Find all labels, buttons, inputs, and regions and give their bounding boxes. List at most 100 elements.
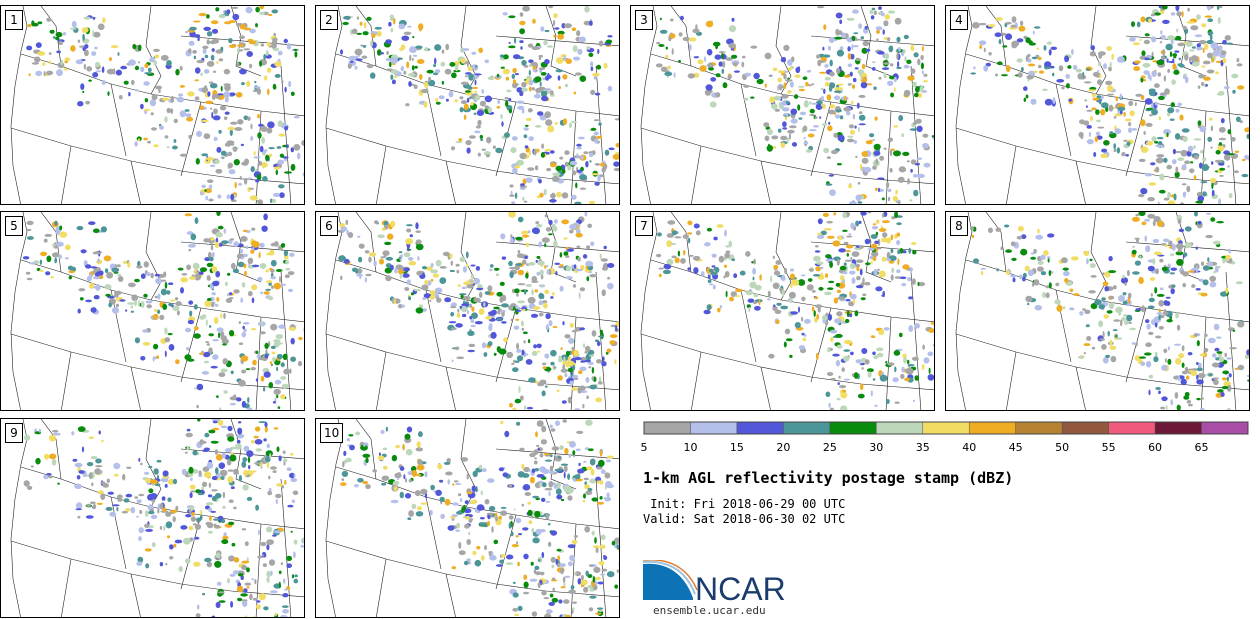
echo-cell	[900, 373, 905, 379]
echo-cell	[134, 141, 138, 147]
echo-cell	[1069, 307, 1075, 311]
echo-cell	[1199, 353, 1206, 357]
echo-cell	[1100, 153, 1108, 158]
echo-cell	[843, 339, 852, 345]
echo-cell	[782, 127, 788, 130]
echo-cell	[266, 127, 273, 134]
echo-cell	[550, 556, 556, 563]
state-border	[670, 6, 692, 67]
echo-cell	[781, 94, 789, 99]
echo-cell	[773, 270, 781, 276]
echo-cell	[421, 88, 429, 94]
echo-cell	[175, 301, 182, 307]
echo-cell	[689, 254, 694, 257]
echo-cell	[211, 38, 220, 44]
echo-cell	[605, 483, 614, 489]
echo-cell	[289, 472, 296, 479]
echo-cell	[913, 121, 917, 125]
echo-cell	[839, 265, 847, 271]
echo-cell	[1016, 38, 1024, 43]
echo-cell	[689, 44, 692, 51]
echo-cell	[813, 255, 821, 262]
state-border	[1055, 83, 1072, 157]
echo-cell	[233, 241, 240, 247]
echo-cell	[1223, 86, 1230, 90]
echo-cell	[82, 90, 85, 93]
echo-cell	[987, 24, 996, 28]
echo-cell	[1114, 113, 1123, 117]
echo-cell	[782, 121, 787, 128]
echo-cell	[564, 334, 571, 339]
echo-cell	[1154, 351, 1158, 357]
echo-cell	[606, 492, 610, 498]
echo-cell	[747, 298, 755, 303]
echo-cell	[68, 275, 73, 280]
echo-cell	[77, 308, 81, 314]
state-border	[910, 65, 922, 204]
echo-cell	[230, 601, 234, 608]
echo-cell	[48, 434, 56, 442]
echo-cell	[567, 367, 574, 373]
echo-cell	[837, 296, 846, 301]
echo-cell	[550, 162, 557, 168]
echo-cell	[44, 453, 50, 460]
colorbar-bin	[968, 421, 1016, 435]
state-border	[61, 351, 72, 410]
echo-cell	[286, 467, 292, 471]
echo-cell	[279, 276, 281, 283]
echo-cell	[555, 420, 560, 426]
echo-cell	[539, 482, 542, 488]
echo-cell	[823, 24, 827, 30]
echo-cell	[535, 497, 540, 501]
echo-cell	[1022, 276, 1026, 282]
echo-cell	[1219, 167, 1226, 171]
echo-cell	[590, 127, 597, 131]
echo-cell	[607, 455, 614, 459]
echo-cell	[435, 98, 439, 102]
echo-cell	[1158, 189, 1166, 194]
echo-cell	[534, 468, 539, 472]
echo-cell	[598, 561, 605, 566]
echo-cell	[186, 445, 189, 451]
panel-number: 8	[950, 216, 968, 236]
echo-cell	[275, 169, 278, 176]
echo-cell	[765, 126, 771, 130]
echo-cell	[1134, 237, 1140, 240]
echo-cell	[707, 274, 711, 280]
echo-cell	[1164, 88, 1170, 95]
echo-cell	[658, 44, 665, 47]
echo-cell	[160, 54, 169, 61]
echo-cell	[210, 440, 219, 444]
echo-cell	[474, 559, 482, 567]
echo-cell	[381, 475, 390, 481]
echo-cell	[978, 40, 987, 46]
echo-cell	[536, 444, 540, 447]
echo-cell	[429, 299, 432, 303]
echo-cell	[555, 488, 562, 495]
echo-cell	[445, 43, 450, 51]
echo-cell	[466, 539, 471, 545]
echo-cell	[360, 444, 368, 451]
echo-cell	[1167, 107, 1175, 114]
echo-cell	[555, 558, 558, 565]
echo-cell	[158, 88, 161, 94]
echo-cell	[551, 175, 560, 182]
echo-cell	[555, 165, 563, 172]
echo-cell	[563, 55, 566, 61]
echo-cell	[604, 149, 610, 156]
echo-cell	[883, 20, 889, 27]
echo-cell	[1151, 70, 1157, 77]
echo-cell	[1040, 271, 1047, 276]
echo-cell	[1177, 63, 1184, 67]
echo-cell	[1148, 182, 1157, 186]
echo-cell	[678, 59, 681, 63]
echo-cell	[500, 420, 504, 425]
echo-cell	[522, 527, 529, 531]
echo-cell	[910, 266, 913, 273]
echo-cell	[500, 510, 508, 516]
echo-cell	[78, 470, 85, 474]
echo-cell	[1032, 282, 1035, 287]
echo-cell	[447, 525, 455, 531]
echo-cell	[1246, 374, 1249, 378]
echo-cell	[540, 72, 547, 76]
